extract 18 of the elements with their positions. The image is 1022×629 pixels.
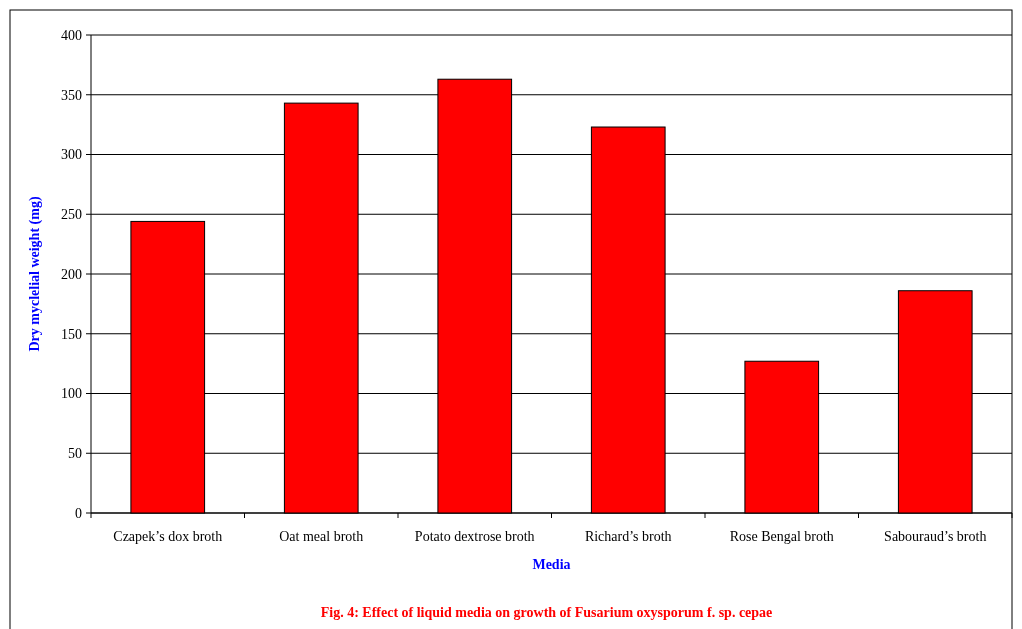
y-tick-label: 200 (61, 266, 82, 282)
x-tick-label: Richard’s broth (584, 529, 672, 544)
y-tick-label: 250 (61, 207, 82, 223)
x-tick-label: Rose Bengal broth (729, 529, 834, 544)
text: Fig. 4: Effect of liquid media on growth of Fusarium oxysporum f. sp. cepae (320, 605, 773, 620)
y-tick-label: 0 (75, 505, 82, 521)
y-tick-label: 300 (61, 147, 82, 163)
y-tick-label: 150 (61, 326, 82, 342)
x-tick-label: Oat meal broth (279, 529, 364, 544)
y-axis-title: Dry myclelial weight (mg) (27, 196, 43, 352)
y-tick-label: 400 (61, 27, 82, 43)
y-tick-label: 50 (68, 446, 82, 462)
x-tick-label: Potato dextrose broth (414, 529, 535, 544)
x-tick-label: Czapek’s dox broth (113, 529, 223, 544)
y-tick-label: 350 (61, 87, 82, 103)
y-tick-label: 100 (61, 386, 82, 402)
x-axis-title: Media (532, 557, 571, 572)
x-tick-label: Sabouraud’s broth (884, 529, 987, 544)
